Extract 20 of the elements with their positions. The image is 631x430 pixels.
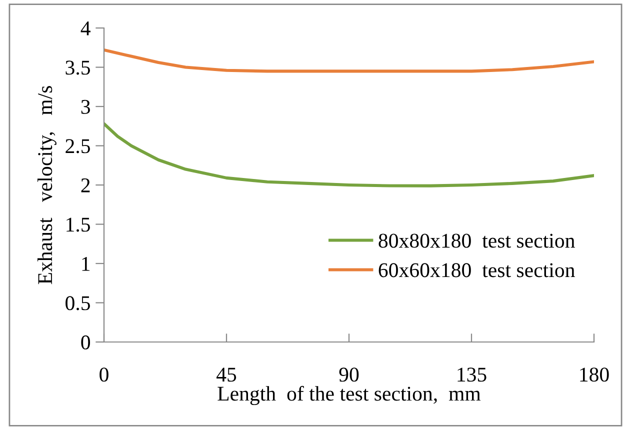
y-tick-label: 4 (80, 22, 90, 36)
y-tick-label: 2 (81, 178, 90, 192)
y-tick-label: 1 (82, 256, 90, 271)
x-tick-label: 180 (580, 368, 609, 382)
x-tick-label: 90 (339, 368, 359, 382)
y-tick-label: 3 (81, 100, 90, 114)
x-axis-title: Length of the test section, mm (218, 386, 481, 406)
y-tick-label: 3.5 (66, 60, 90, 75)
line-series (104, 122, 594, 188)
y-tick-label: 2.5 (66, 139, 90, 154)
y-tick-label: 0 (81, 335, 90, 350)
legend-label: 60x60x180 test section (378, 263, 575, 278)
legend-label: 80x80x180 test section (378, 234, 575, 248)
line-series (104, 48, 594, 73)
x-tick-label: 135 (458, 368, 486, 382)
y-tick-label: 0.5 (66, 296, 90, 310)
x-tick-label: 45 (216, 368, 236, 382)
x-tick-label: 0 (100, 368, 108, 382)
y-tick-label: 1.5 (66, 218, 90, 232)
y-axis-title: Exhaust velocity, m/s (37, 86, 56, 284)
